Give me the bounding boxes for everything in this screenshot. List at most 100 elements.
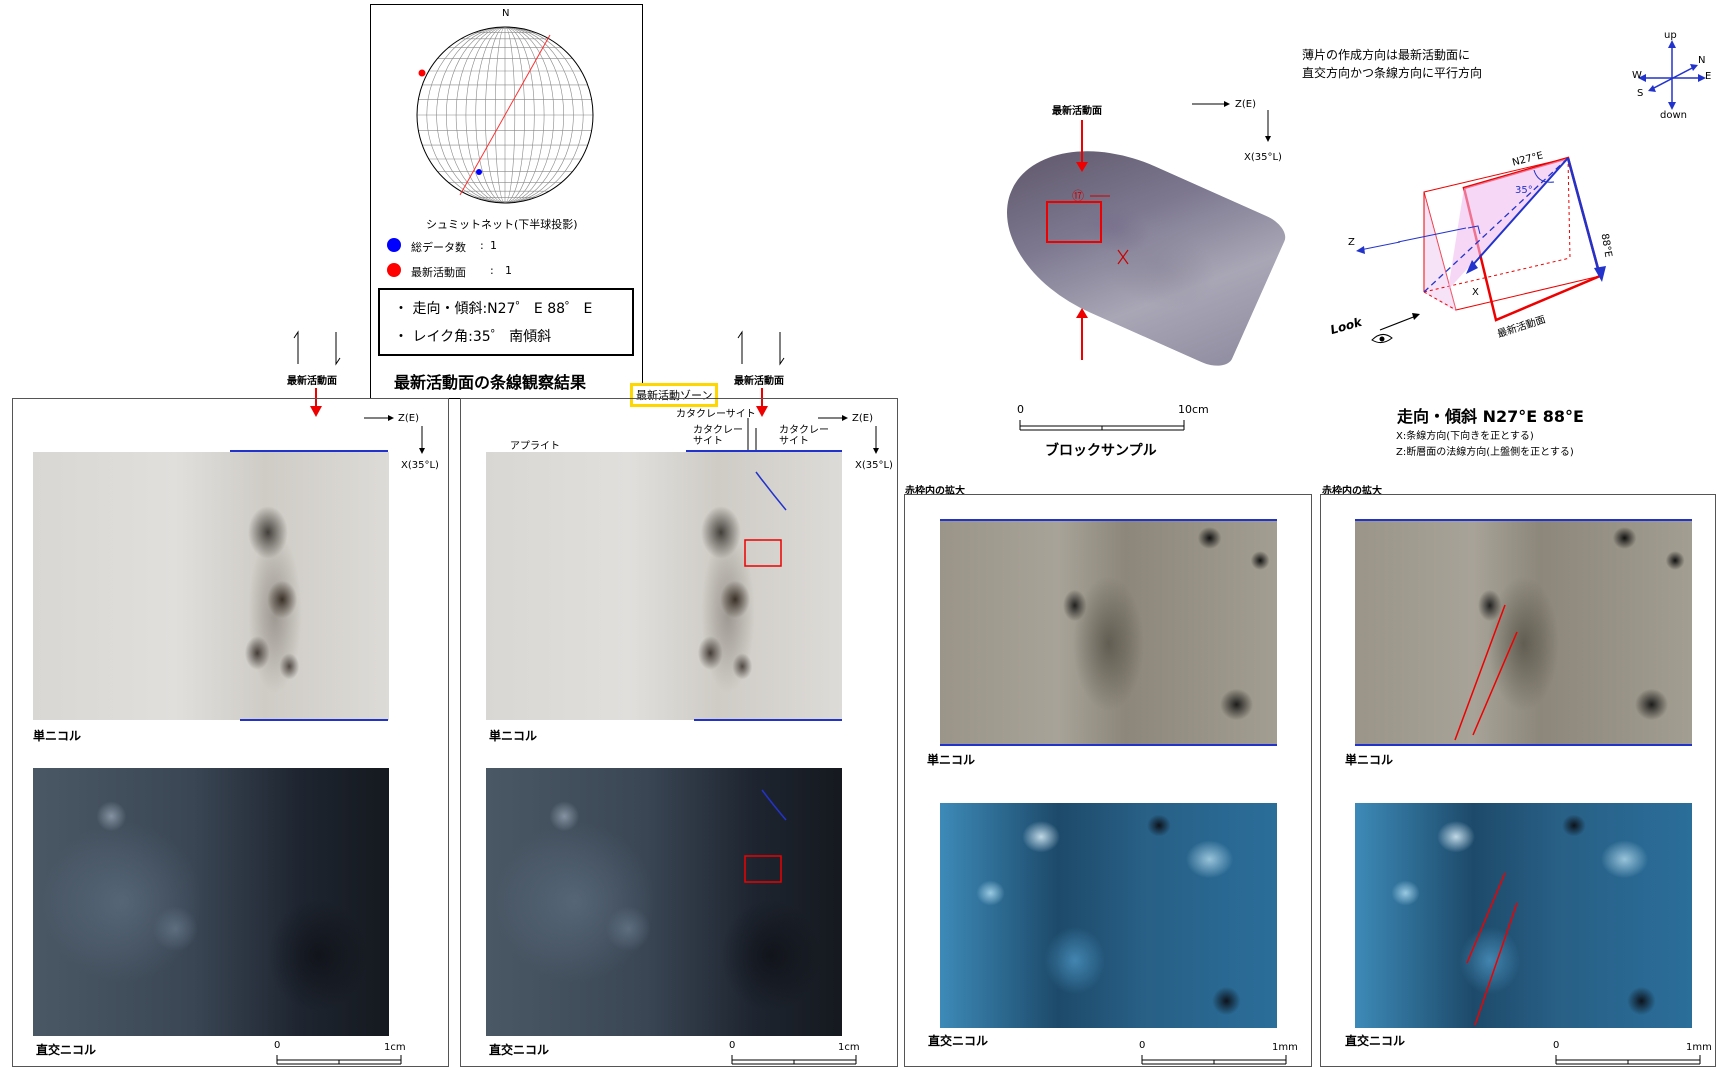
fault-great-circle bbox=[459, 34, 551, 196]
zoom-right-ppl-photo bbox=[1355, 520, 1692, 745]
legend-colon-2: : bbox=[490, 264, 494, 277]
compass-up: up bbox=[1664, 30, 1677, 41]
left-cross-nicol: 直交ニコル bbox=[36, 1043, 97, 1057]
fault-block-diagram bbox=[1356, 156, 1606, 344]
left-top-blue-line bbox=[230, 450, 388, 452]
mid-shear-arrows bbox=[737, 330, 785, 366]
zoom-right-bottom-line bbox=[1355, 744, 1692, 746]
mid-aplite: アプライト bbox=[510, 441, 560, 452]
red-point bbox=[418, 69, 426, 77]
zoom-left-scale-0: 0 bbox=[1139, 1040, 1146, 1051]
compass-n: N bbox=[1698, 55, 1706, 66]
zoom-left-cross: 直交ニコル bbox=[928, 1034, 989, 1048]
compass-e: E bbox=[1705, 71, 1712, 82]
compass-w: W bbox=[1632, 70, 1642, 81]
zoom-right-xpl-photo bbox=[1355, 803, 1692, 1028]
orientation-note-2: 直交方向かつ条線方向に平行方向 bbox=[1302, 66, 1483, 80]
compass-s: S bbox=[1637, 88, 1644, 99]
legend-red-dot bbox=[387, 263, 401, 277]
compass-down: down bbox=[1660, 110, 1687, 121]
stereonet-caption: 最新活動面の条線観察結果 bbox=[394, 373, 587, 392]
left-z-axis: Z(E) bbox=[398, 413, 419, 424]
strike-dip-text: ・ 走向・傾斜:N27゜ E 88゜ E bbox=[394, 301, 593, 317]
left-scale-1: 1cm bbox=[384, 1042, 406, 1053]
mid-scale-bar bbox=[731, 1055, 857, 1065]
north-label: N bbox=[502, 8, 510, 19]
zoom-left-scale-bar bbox=[1141, 1055, 1287, 1065]
legend-red-value: 1 bbox=[505, 264, 512, 277]
strike-box bbox=[378, 288, 634, 356]
zoom-right-top-line bbox=[1355, 519, 1692, 521]
zoom-left-single: 単ニコル bbox=[927, 753, 976, 767]
mid-ppl-overlay bbox=[744, 471, 787, 567]
legend-blue-value: 1 bbox=[490, 239, 497, 252]
zoom-right-ppl-lines bbox=[1454, 604, 1518, 741]
zoom-right-xpl-lines bbox=[1466, 872, 1518, 1026]
x-definition: X:条線方向(下向きを正とする) bbox=[1396, 431, 1534, 442]
zoom-right-header: 赤枠内の拡大 bbox=[1322, 486, 1382, 497]
orientation-summary: 走向・傾斜 N27°E 88°E bbox=[1397, 407, 1584, 426]
block-x-axis: X(35°L) bbox=[1244, 152, 1282, 163]
blue-point bbox=[476, 169, 482, 175]
legend-blue-dot bbox=[387, 238, 401, 252]
left-xpl-photo bbox=[33, 768, 389, 1036]
x-label: X bbox=[1472, 287, 1479, 298]
schmidt-net bbox=[416, 26, 594, 204]
left-scale-0: 0 bbox=[274, 1040, 281, 1051]
mid-shear-label: 最新活動面 bbox=[734, 376, 784, 387]
block-scale-1: 10cm bbox=[1178, 403, 1209, 416]
orientation-note-1: 薄片の作成方向は最新活動面に bbox=[1302, 48, 1471, 62]
block-z-axis: Z(E) bbox=[1235, 99, 1256, 110]
zoom-right-scale-0: 0 bbox=[1553, 1040, 1560, 1051]
legend-red-label: 最新活動面 bbox=[411, 266, 466, 279]
mid-axes bbox=[818, 415, 879, 454]
mid-cataclasite-top: カタクレーサイト bbox=[676, 409, 756, 420]
z-label: Z bbox=[1348, 237, 1355, 248]
block-shear-label: 最新活動面 bbox=[1052, 106, 1102, 117]
mid-ppl-photo bbox=[486, 452, 842, 720]
left-scale-bar bbox=[276, 1055, 402, 1065]
mid-cataclasite-left: カタクレー サイト bbox=[693, 425, 743, 447]
mid-z-axis: Z(E) bbox=[852, 413, 873, 424]
left-x-axis: X(35°L) bbox=[401, 460, 439, 471]
block-scale-bar bbox=[1019, 420, 1185, 431]
left-single-nicol: 単ニコル bbox=[33, 729, 82, 743]
block-overlay: ⑰ bbox=[1046, 120, 1129, 360]
left-shear-arrows bbox=[293, 330, 341, 366]
mid-xpl-overlay bbox=[744, 789, 787, 883]
zoom-left-scale-1: 1mm bbox=[1272, 1042, 1298, 1053]
zoom-left-top-line bbox=[940, 519, 1277, 521]
stereonet-title: シュミットネット(下半球投影) bbox=[426, 218, 578, 231]
mid-scale-1: 1cm bbox=[838, 1042, 860, 1053]
zoom-left-header: 赤枠内の拡大 bbox=[905, 486, 965, 497]
block-scale-0: 0 bbox=[1017, 403, 1024, 416]
mid-single-nicol: 単ニコル bbox=[489, 729, 538, 743]
block-axes bbox=[1192, 101, 1271, 142]
mid-top-blue-line bbox=[686, 450, 842, 452]
zoom-right-scale-bar bbox=[1555, 1055, 1701, 1065]
zoom-left-ppl-photo bbox=[940, 520, 1277, 745]
mid-x-axis: X(35°L) bbox=[855, 460, 893, 471]
zoom-right-cross: 直交ニコル bbox=[1345, 1034, 1406, 1048]
mid-cataclasite-ticks bbox=[747, 418, 757, 452]
legend-colon: : bbox=[480, 239, 484, 252]
legend-blue-label: 総データ数 bbox=[411, 241, 466, 254]
z-definition: Z:断層面の法線方向(上盤側を正とする) bbox=[1396, 447, 1574, 458]
left-shear-label: 最新活動面 bbox=[287, 376, 337, 387]
zoom-right-scale-1: 1mm bbox=[1686, 1042, 1712, 1053]
mid-xpl-photo bbox=[486, 768, 842, 1036]
block-sample-mark: ⑰ bbox=[1072, 189, 1084, 203]
block-caption: ブロックサンプル bbox=[1045, 443, 1157, 459]
mid-cross-nicol: 直交ニコル bbox=[489, 1043, 550, 1057]
rake-text: ・ レイク角:35゜ 南傾斜 bbox=[394, 329, 552, 345]
mid-cataclasite-right: カタクレー サイト bbox=[779, 425, 829, 447]
left-ppl-photo bbox=[33, 452, 389, 720]
left-bottom-blue-line bbox=[240, 719, 388, 721]
zoom-right-single: 単ニコル bbox=[1345, 753, 1394, 767]
left-axes bbox=[364, 415, 425, 454]
compass bbox=[1638, 40, 1706, 110]
zoom-left-xpl-photo bbox=[940, 803, 1277, 1028]
mid-scale-0: 0 bbox=[729, 1040, 736, 1051]
zoom-left-bottom-line bbox=[940, 744, 1277, 746]
mid-bottom-blue-line bbox=[694, 719, 842, 721]
